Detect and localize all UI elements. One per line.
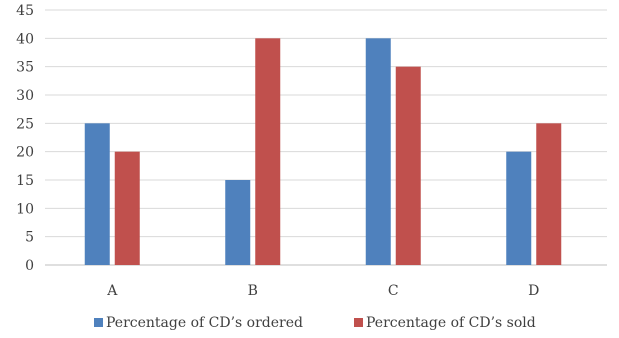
- x-tick-label: C: [388, 283, 399, 299]
- y-tick-label: 5: [25, 230, 34, 246]
- legend: Percentage of CD’s ordered Percentage of …: [94, 315, 536, 331]
- y-tick-label: 30: [16, 88, 34, 104]
- y-tick-label: 45: [16, 3, 34, 19]
- bars: [84, 38, 562, 266]
- y-tick-label: 20: [16, 145, 34, 161]
- y-tick-label: 25: [16, 116, 34, 132]
- bar-C-series-2: [395, 66, 421, 266]
- bar-A-series-2: [114, 151, 140, 265]
- bar-B-series-1: [225, 180, 251, 265]
- y-tick-label: 35: [16, 60, 34, 76]
- bar-D-series-1: [506, 151, 532, 265]
- x-tick-label: B: [248, 283, 258, 299]
- y-axis-ticks: 0 5 10 15 20 25 30 35 40 45: [16, 3, 34, 274]
- x-tick-label: A: [106, 283, 118, 299]
- x-axis-ticks: A B C D: [106, 283, 539, 299]
- legend-label: Percentage of CD’s ordered: [106, 315, 303, 331]
- x-tick-label: D: [528, 283, 539, 299]
- y-tick-label: 10: [16, 201, 34, 217]
- legend-swatch: [354, 318, 363, 327]
- y-tick-label: 40: [16, 31, 34, 47]
- y-tick-label: 15: [16, 173, 34, 189]
- bar-A-series-1: [84, 123, 110, 265]
- bar-B-series-2: [255, 38, 281, 266]
- legend-label: Percentage of CD’s sold: [366, 315, 536, 331]
- legend-swatch: [94, 318, 103, 327]
- bar-C-series-1: [365, 38, 391, 266]
- y-tick-label: 0: [25, 258, 34, 274]
- bar-D-series-2: [536, 123, 562, 265]
